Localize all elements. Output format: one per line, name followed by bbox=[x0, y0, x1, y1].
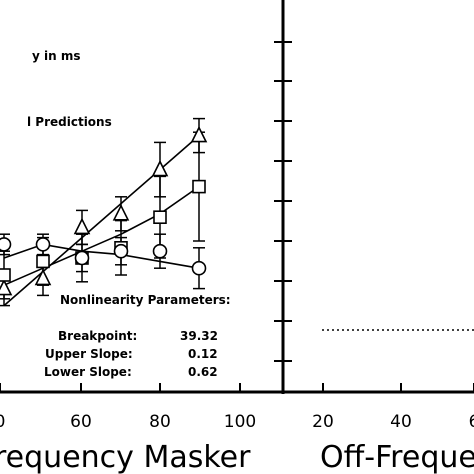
legend-fragment-text: y in ms bbox=[32, 49, 80, 63]
circle-marker bbox=[74, 250, 90, 266]
circle-marker bbox=[0, 237, 12, 252]
triangle-marker bbox=[34, 268, 52, 286]
model-curves bbox=[3, 134, 200, 307]
right-panel-x-ticks: 20 40 6 bbox=[312, 383, 474, 432]
circle-marker bbox=[113, 243, 129, 259]
x-tick-label: 0 bbox=[0, 412, 5, 432]
x-tick-label: 6 bbox=[469, 412, 474, 432]
data-markers bbox=[0, 125, 208, 296]
model-curve bbox=[3, 134, 200, 307]
x-tick-label: 20 bbox=[312, 412, 334, 432]
triangle-marker bbox=[151, 159, 169, 177]
param-label-upper-slope: Upper Slope: bbox=[45, 347, 133, 361]
model-curve bbox=[3, 243, 200, 269]
params-title: Nonlinearity Parameters: bbox=[60, 293, 231, 307]
square-marker bbox=[36, 254, 50, 269]
param-value-upper-slope: 0.12 bbox=[188, 347, 218, 361]
circle-marker bbox=[152, 243, 168, 259]
right-x-axis-title: Off-Freque bbox=[320, 440, 474, 474]
triangle-marker bbox=[73, 217, 91, 235]
circle-marker bbox=[35, 237, 51, 252]
square-marker bbox=[192, 179, 206, 194]
x-tick-label: 40 bbox=[390, 412, 412, 432]
error-bars bbox=[0, 117, 205, 307]
triangle-marker bbox=[190, 125, 208, 143]
param-value-lower-slope: 0.62 bbox=[188, 365, 218, 379]
right-panel-left-ticks bbox=[284, 41, 292, 362]
square-marker bbox=[153, 210, 167, 224]
x-tick-label: 100 bbox=[224, 412, 256, 432]
triangle-marker bbox=[0, 278, 13, 296]
triangle-marker bbox=[112, 204, 130, 221]
square-marker bbox=[0, 268, 11, 282]
param-value-breakpoint: 39.32 bbox=[180, 329, 218, 343]
left-panel-right-ticks bbox=[274, 41, 282, 362]
param-label-lower-slope: Lower Slope: bbox=[44, 365, 132, 379]
left-panel-x-ticks: 0 60 80 100 bbox=[0, 383, 256, 432]
model-curve bbox=[3, 185, 200, 286]
circle-marker bbox=[191, 260, 207, 276]
x-tick-label: 80 bbox=[149, 412, 171, 432]
x-tick-label: 60 bbox=[70, 412, 92, 432]
left-x-axis-title: requency Masker bbox=[0, 440, 251, 474]
predictions-fragment-text: l Predictions bbox=[27, 115, 112, 129]
param-label-breakpoint: Breakpoint: bbox=[58, 329, 137, 343]
